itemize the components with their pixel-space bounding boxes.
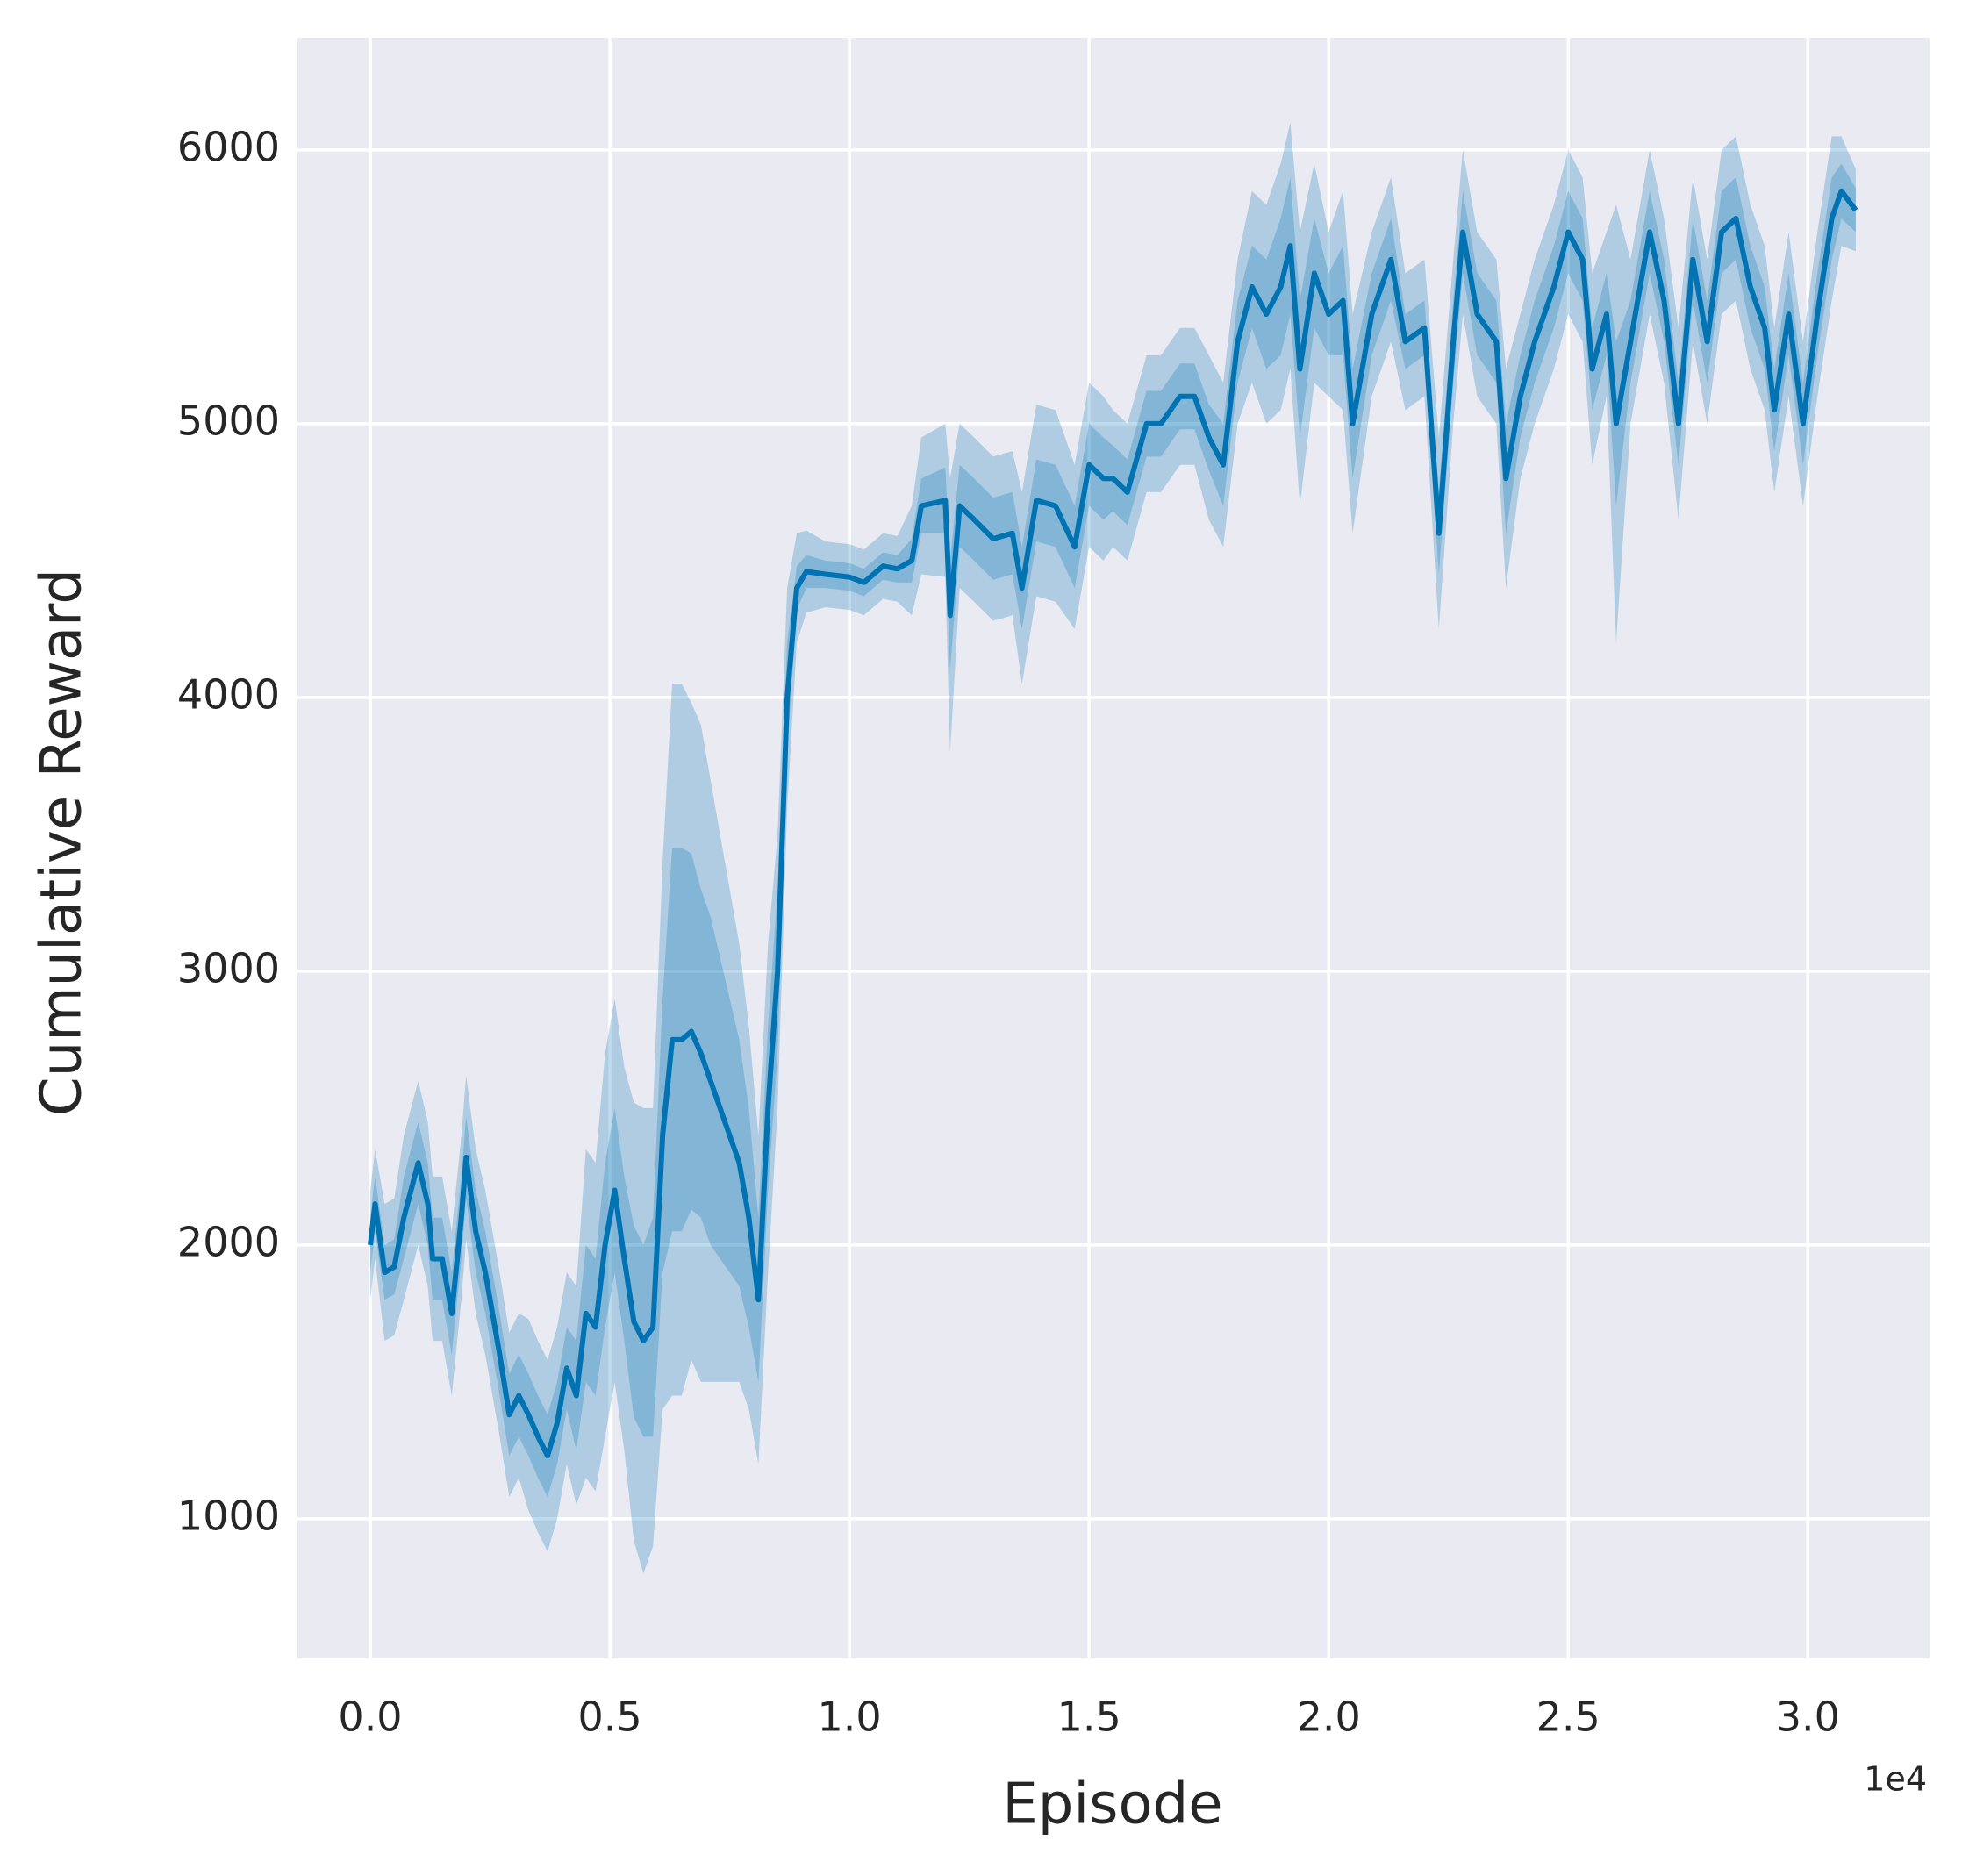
grid [297,38,1930,1658]
y-tick-label: 4000 [177,670,280,718]
mean-line [368,188,1858,1459]
x-tick-label: 0.5 [577,1693,641,1741]
x-axis-label: Episode [1002,1772,1222,1837]
x-tick-label: 1.5 [1057,1693,1121,1741]
y-tick-label: 2000 [177,1218,280,1265]
lines [368,188,1858,1459]
x-tick-label: 0.0 [338,1693,402,1741]
x-tick-label: 2.5 [1536,1693,1600,1741]
plot-background [297,38,1930,1658]
y-tick-label: 1000 [177,1492,280,1539]
x-offset-label: 1e4 [1864,1760,1927,1799]
x-tick-label: 1.0 [818,1693,882,1741]
y-tick-label: 6000 [177,123,280,170]
y-tick-label: 3000 [177,944,280,992]
y-axis-label: Cumulative Reward [30,569,95,1116]
ticks: 1000 2000 3000 4000 5000 6000 0.0 0.5 1.0 1.5 2.0 2… [177,123,1840,1740]
x-tick-label: 2.0 [1297,1693,1361,1741]
confidence-band [370,122,1856,1574]
y-tick-label: 5000 [177,397,280,444]
x-tick-label: 3.0 [1776,1693,1840,1741]
